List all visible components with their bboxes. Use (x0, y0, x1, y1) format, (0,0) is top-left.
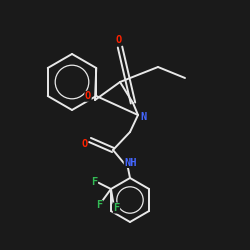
Text: O: O (116, 35, 122, 45)
Text: F: F (113, 203, 119, 213)
Text: O: O (81, 139, 87, 149)
Text: O: O (85, 91, 91, 101)
Text: F: F (96, 200, 103, 210)
Text: F: F (91, 177, 98, 187)
Text: NH: NH (124, 158, 137, 168)
Text: N: N (140, 112, 147, 122)
